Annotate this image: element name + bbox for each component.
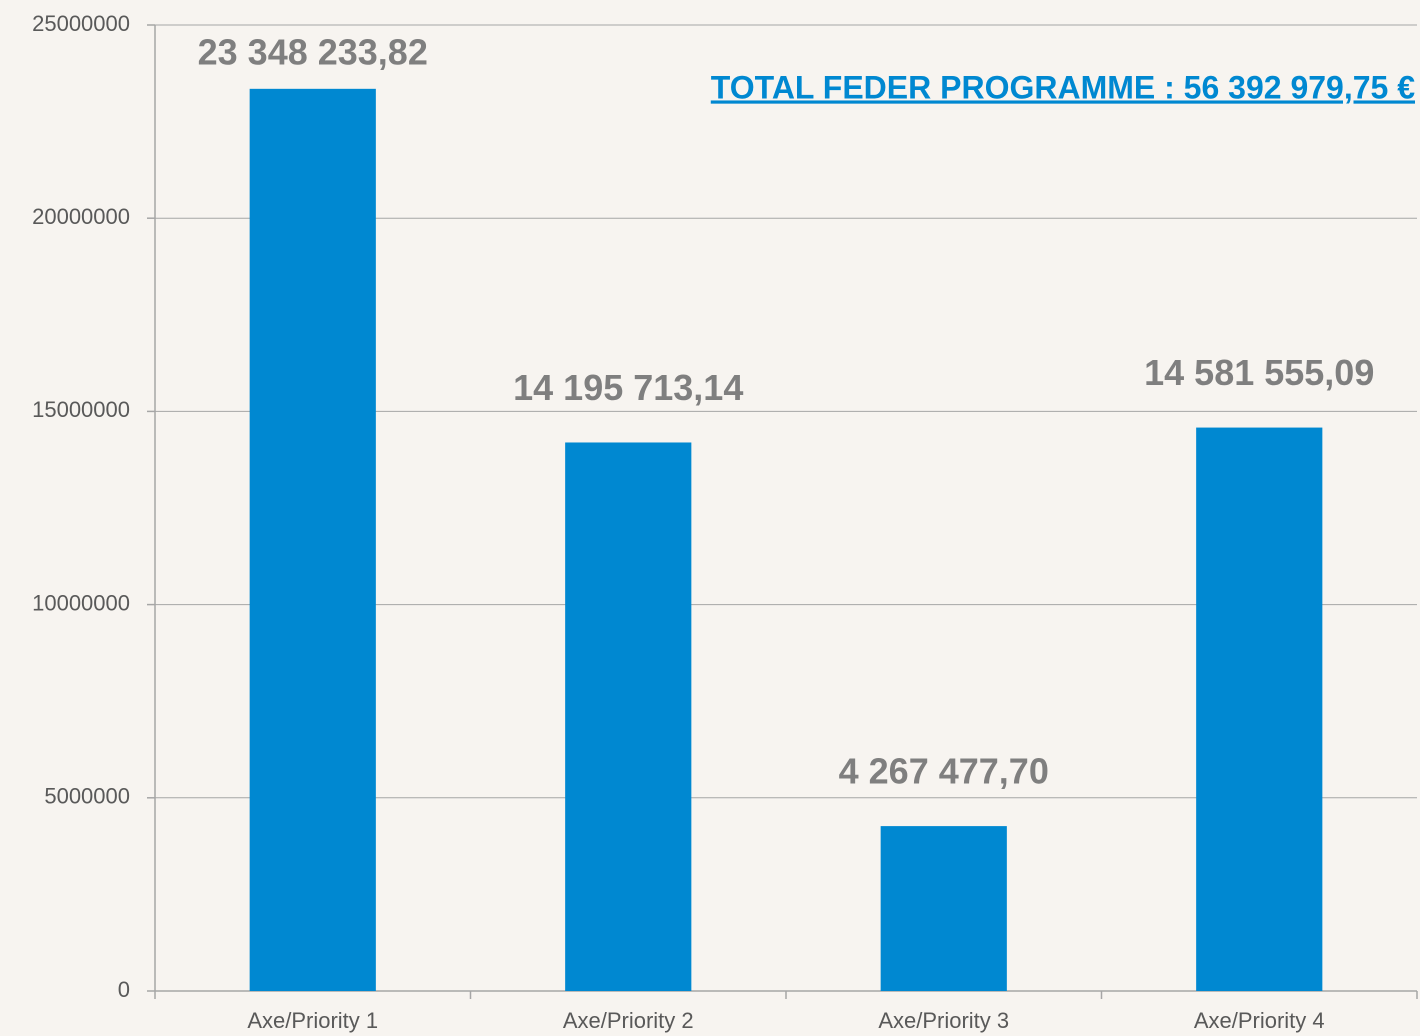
value-label: 14 581 555,09 [1144,352,1374,393]
x-tick-label: Axe/Priority 2 [563,1008,694,1033]
value-label: 23 348 233,82 [198,32,428,73]
annotation: TOTAL FEDER PROGRAMME : 56 392 979,75 € [711,69,1415,105]
bar [249,88,376,992]
x-tick-label: Axe/Priority 3 [878,1008,1009,1033]
x-tick-label: Axe/Priority 4 [1194,1008,1325,1033]
y-tick-label: 25000000 [32,11,130,36]
bar [880,826,1007,991]
x-tick-label: Axe/Priority 1 [247,1008,378,1033]
y-tick-label: 20000000 [32,204,130,229]
y-tick-label: 10000000 [32,590,130,615]
bar [565,442,692,991]
y-tick-label: 5000000 [44,784,130,809]
bar [1196,427,1323,991]
y-tick-label: 15000000 [32,397,130,422]
value-label: 4 267 477,70 [839,751,1049,792]
value-label: 14 195 713,14 [513,367,743,408]
y-tick-label: 0 [118,977,130,1002]
